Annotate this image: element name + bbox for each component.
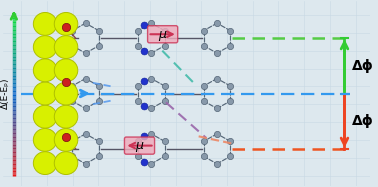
Circle shape [33, 128, 57, 151]
Circle shape [54, 59, 78, 82]
Circle shape [54, 128, 78, 151]
Circle shape [54, 36, 78, 59]
Text: μ: μ [159, 28, 167, 41]
Circle shape [33, 36, 57, 59]
Circle shape [54, 152, 78, 174]
Circle shape [54, 82, 78, 105]
Text: Δ(E-Eₚ): Δ(E-Eₚ) [1, 78, 10, 109]
FancyBboxPatch shape [147, 26, 178, 43]
Text: Δϕ: Δϕ [352, 114, 373, 128]
Circle shape [33, 59, 57, 82]
Circle shape [54, 105, 78, 128]
Circle shape [33, 82, 57, 105]
Circle shape [54, 13, 78, 35]
Text: Δϕ: Δϕ [352, 59, 373, 73]
Circle shape [33, 152, 57, 174]
Circle shape [33, 105, 57, 128]
FancyBboxPatch shape [124, 137, 155, 154]
Circle shape [33, 13, 57, 35]
Text: μ: μ [135, 139, 144, 152]
